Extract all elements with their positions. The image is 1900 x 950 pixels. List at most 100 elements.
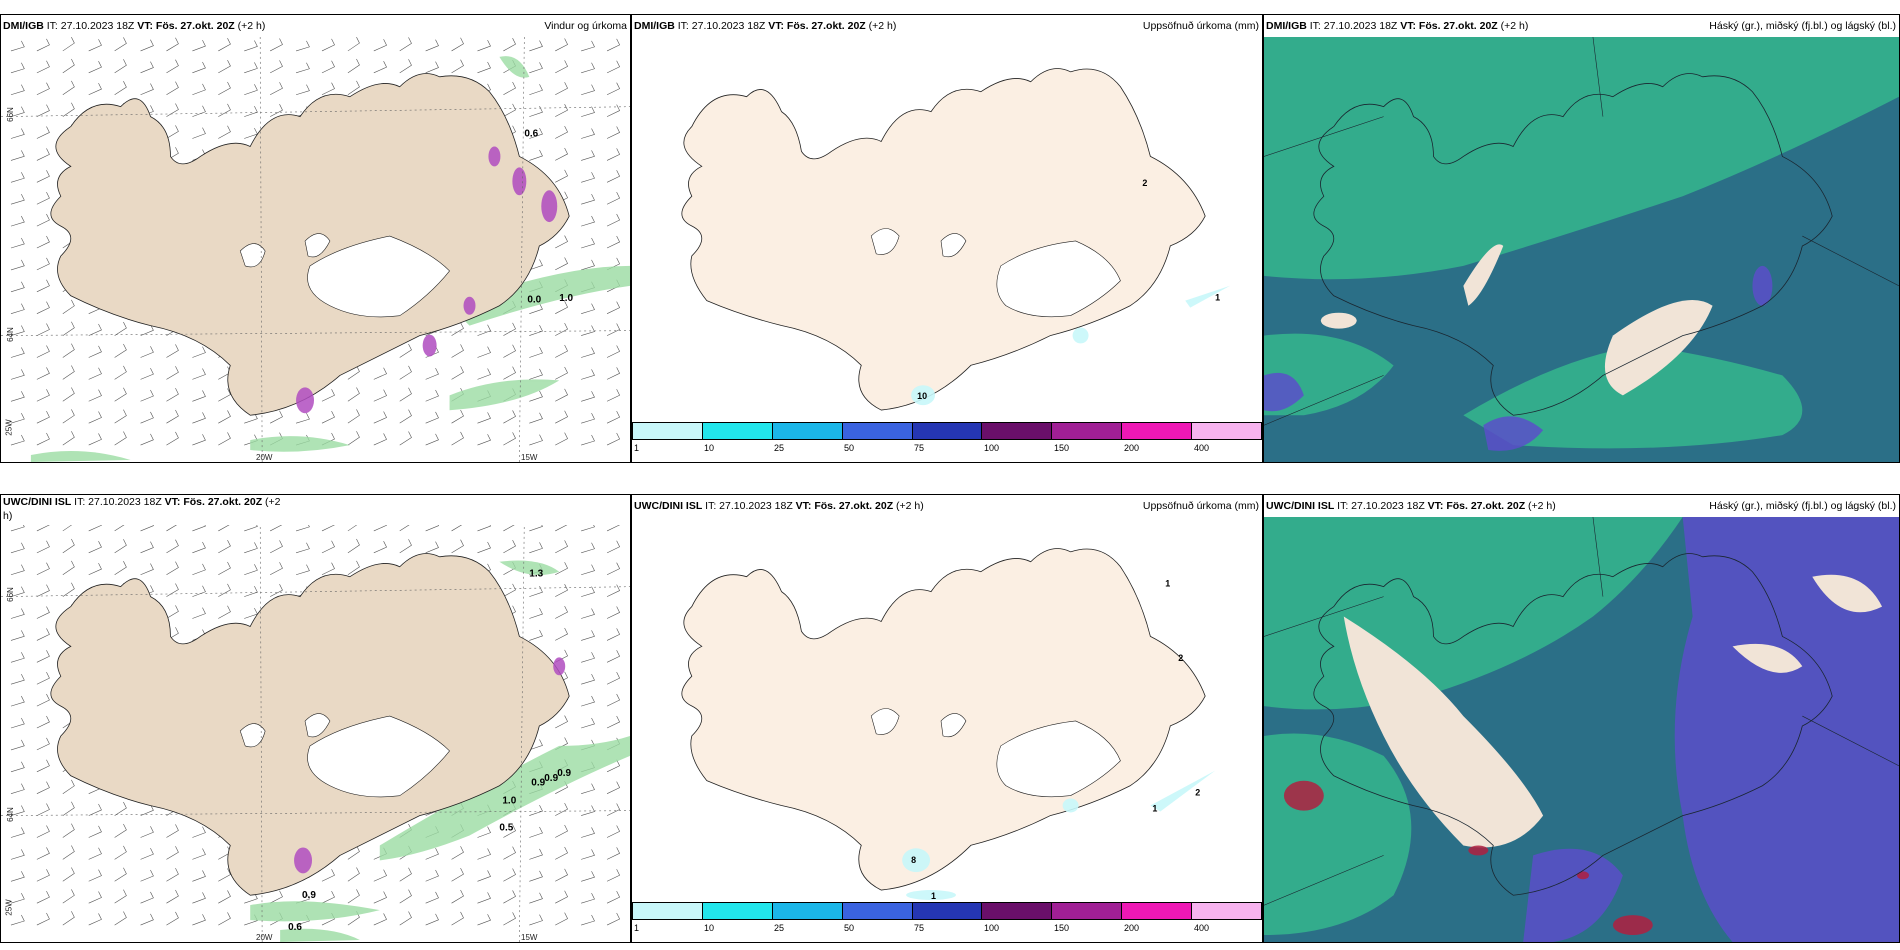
wind-barb <box>114 867 127 882</box>
wind-barb <box>606 562 621 575</box>
wind-barb <box>88 913 102 926</box>
wind-barb <box>62 365 75 380</box>
map-area: 1 2 2 1 8 1 <box>632 517 1262 902</box>
wind-barb <box>62 299 75 314</box>
value-label: 0.9 <box>302 890 316 901</box>
wind-barb <box>581 62 595 74</box>
wind-barb <box>451 59 464 74</box>
wind-barb <box>451 322 464 336</box>
wind-barb <box>88 869 102 882</box>
wind-barb <box>503 410 516 424</box>
colorbar-box <box>772 423 843 439</box>
wind-barb <box>606 781 621 794</box>
wind-barb <box>477 346 491 358</box>
wind-barb <box>606 847 621 860</box>
panel-header: DMI/IGB IT: 27.10.2023 18Z VT: Fös. 27.o… <box>1 15 630 37</box>
wind-barb <box>88 323 102 336</box>
value-labels: 0.6 1.0 0.0 <box>524 129 573 306</box>
wind-barb <box>192 368 206 380</box>
value-label: 1.3 <box>529 569 543 580</box>
wind-barb <box>218 912 231 926</box>
colorbar-box <box>1122 423 1193 439</box>
wind-barb <box>140 389 154 402</box>
wind-barb <box>606 192 621 205</box>
wind-barb <box>477 892 491 904</box>
wind-barb <box>425 39 439 52</box>
map-area: 2 1 10 <box>632 37 1262 422</box>
wind-barb <box>192 346 206 358</box>
wind-barb <box>581 674 595 685</box>
wind-barb <box>192 390 206 402</box>
wind-barb <box>166 911 179 926</box>
wind-barb <box>529 542 543 554</box>
wind-barb <box>114 539 127 554</box>
wind-barb <box>425 891 439 904</box>
wind-barb <box>451 344 464 358</box>
wind-barb <box>529 127 543 139</box>
wind-barb <box>321 60 335 74</box>
low-cloud-areas <box>1264 265 1773 451</box>
wind-barb <box>529 848 543 860</box>
wind-barb <box>581 717 595 729</box>
wind-barb <box>166 344 179 358</box>
wind-barb <box>36 781 50 794</box>
wind-barb <box>477 39 491 52</box>
wind-barb <box>606 628 621 641</box>
value-label: 0.9 <box>544 773 558 784</box>
wind-barb <box>36 279 50 293</box>
wind-barb <box>347 560 360 575</box>
wind-barb <box>295 62 310 74</box>
wind-barb <box>36 411 50 424</box>
wind-barb <box>62 889 75 904</box>
wind-barb <box>606 235 621 249</box>
wind-barb <box>555 432 568 446</box>
panel-dmi-cloud: DMI/IGB IT: 27.10.2023 18Z VT: Fös. 27.o… <box>1263 14 1900 463</box>
wind-barb <box>529 892 543 904</box>
colorbar-label: 50 <box>844 923 855 933</box>
wind-barb <box>36 38 50 52</box>
wind-barb <box>10 62 25 74</box>
colorbar-label: 75 <box>913 443 924 453</box>
lon-label-left: 25W <box>4 899 14 916</box>
wind-barb <box>347 80 360 95</box>
colorbar-box <box>702 903 773 919</box>
wind-barb <box>503 432 516 446</box>
wind-barb <box>373 39 387 52</box>
panel-title: Háský (gr.), miðský (fj.bl.) og lágský (… <box>1709 500 1896 512</box>
colorbar-box <box>1192 423 1262 439</box>
wind-barb <box>218 38 231 52</box>
wind-barb <box>373 389 387 402</box>
wind-barb <box>218 583 231 597</box>
colorbar-box <box>1122 903 1193 919</box>
valid-time: VT: Fös. 27.okt. 20Z <box>1400 20 1498 32</box>
wind-barb <box>114 889 127 904</box>
wind-barb <box>36 82 50 95</box>
valid-time: VT: Fös. 27.okt. 20Z <box>164 496 263 508</box>
wind-barb <box>36 60 50 74</box>
wind-barb <box>555 846 568 860</box>
wind-barb <box>399 343 412 358</box>
wind-barb <box>581 827 595 838</box>
wind-barb <box>503 344 516 358</box>
wind-barb <box>555 323 568 336</box>
accum-precip-map: 1 2 2 1 8 1 <box>681 548 1216 901</box>
wind-barb <box>581 871 595 882</box>
wind-barb <box>10 827 25 838</box>
wind-barb <box>529 914 543 926</box>
wind-barb <box>62 58 75 74</box>
wind-barb <box>555 890 568 904</box>
wind-barb <box>503 322 516 336</box>
panel-header: UWC/DINI ISL IT: 27.10.2023 18Z VT: Fös.… <box>1264 495 1899 517</box>
valid-time: VT: Fös. 27.okt. 20Z <box>795 500 894 512</box>
wind-barb <box>529 826 543 838</box>
wind-barb <box>140 913 154 926</box>
wind-barb <box>347 365 360 380</box>
wind-barb <box>399 37 412 52</box>
wind-barb <box>503 366 516 380</box>
wind-barb <box>140 61 154 74</box>
value-label: 10 <box>917 391 927 401</box>
value-label: 0.0 <box>527 295 541 306</box>
wind-barb <box>529 259 543 271</box>
precip-purple-areas <box>296 146 558 414</box>
wind-barb <box>477 826 491 838</box>
